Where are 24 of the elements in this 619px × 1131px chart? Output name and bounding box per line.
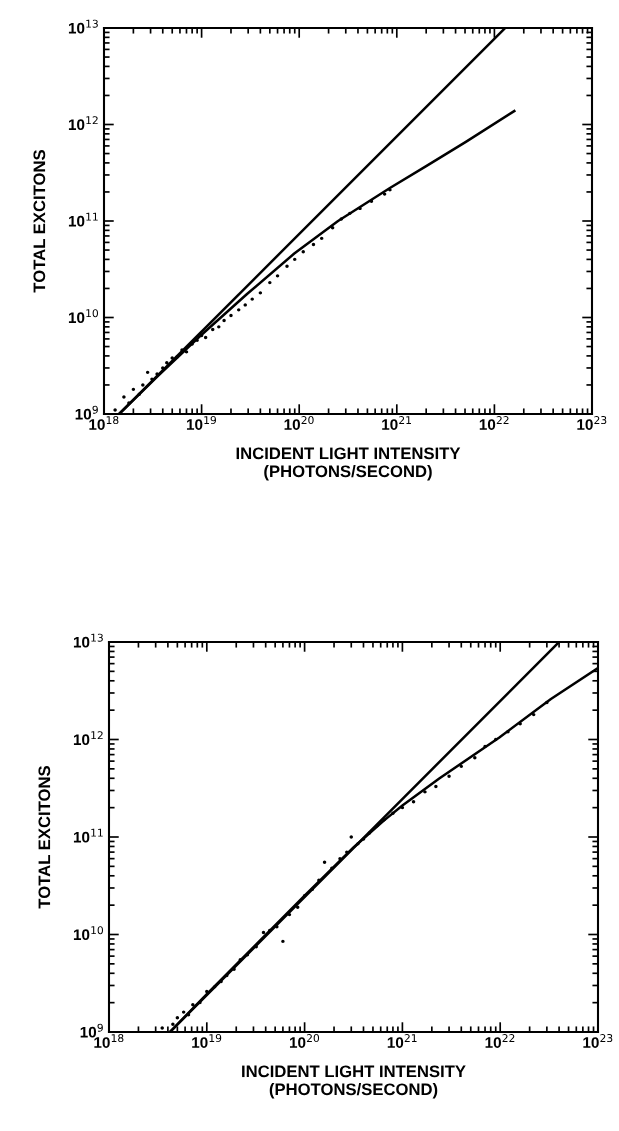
x-tick-label: 10$^{20}$ <box>289 1034 320 1048</box>
y-tick-label: 10$^{12}$ <box>73 731 103 746</box>
y-axis-title: TOTAL EXCITONS <box>33 150 46 293</box>
x-tick-label: 10$^{23}$ <box>583 1034 613 1048</box>
y-tick-label: 10$^{11}$ <box>68 212 98 227</box>
y-tick-label: 10$^{10}$ <box>68 309 99 324</box>
x-tick-label: 10$^{19}$ <box>186 416 217 430</box>
x-tick-label: 10$^{22}$ <box>485 1034 515 1048</box>
y-tick-label: 10$^{13}$ <box>68 19 98 34</box>
x-tick-label: 10$^{20}$ <box>284 416 314 430</box>
x-tick-label: 10$^{19}$ <box>192 1034 222 1048</box>
x-tick-label: 10$^{21}$ <box>382 416 411 430</box>
y-tick-label: 10$^{11}$ <box>73 828 103 843</box>
y-axis-title: TOTAL EXCITONS <box>38 766 51 909</box>
x-tick-label: 10$^{21}$ <box>387 1034 417 1048</box>
y-tick-label: 10$^{9}$ <box>80 1023 103 1038</box>
y-tick-label: 10$^{12}$ <box>68 116 98 131</box>
y-tick-label: 10$^{10}$ <box>73 926 104 941</box>
x-tick-label: 10$^{22}$ <box>479 416 509 430</box>
x-axis-title: INCIDENT LIGHT INTENSITY (PHOTONS/SECOND) <box>242 1065 466 1099</box>
y-tick-label: 10$^{9}$ <box>75 405 98 420</box>
x-tick-label: 10$^{23}$ <box>577 416 607 430</box>
y-tick-label: 10$^{13}$ <box>73 633 103 648</box>
x-axis-title: INCIDENT LIGHT INTENSITY (PHOTONS/SECOND) <box>236 447 461 481</box>
